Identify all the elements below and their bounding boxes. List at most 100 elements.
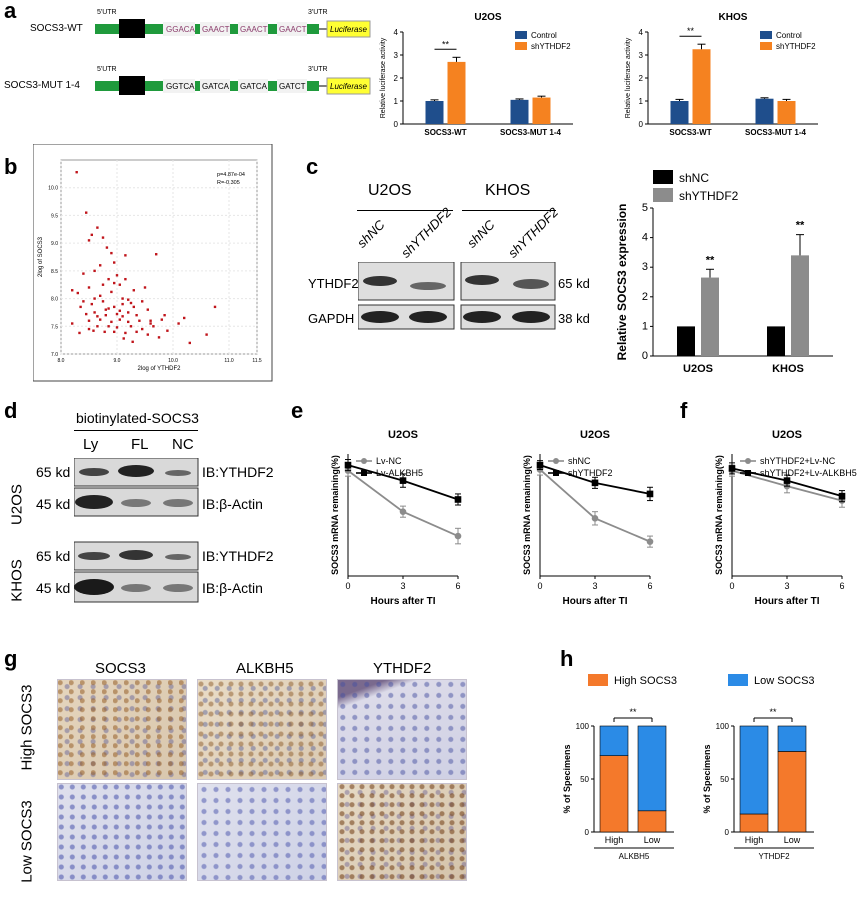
scatter-point [183,316,186,320]
category-label: High [745,835,764,845]
utr5-label-mut: 5'UTR [97,66,117,73]
legend-label: shYTHDF2+Lv-ALKBH5 [760,468,857,478]
wt-label: SOCS3-WT [30,23,83,34]
significance-mark: ** [769,707,777,717]
lane-label: shNC [354,217,388,251]
scatter-point [85,211,88,214]
lane-label: shYTHDF2 [505,204,562,261]
y-tick-label: 4 [642,232,648,244]
scatter-point [75,170,78,174]
data-point [591,515,599,522]
legend-marker [553,458,559,464]
panel-label-f: f [680,398,688,423]
scatter-point [93,269,96,273]
bar [677,326,695,356]
construct-mut: 5'UTR 3'UTR SOCS3-MUT 1-4 GGTCA GATCA GA… [4,66,371,95]
x-tick-label: 10.0 [168,358,178,364]
utr3-label-mut: 3'UTR [308,66,328,73]
ihc-image [197,783,327,881]
band [163,584,193,592]
panel-label-g: g [4,646,18,671]
scatter-point [79,305,82,309]
western-blot-c: U2OS KHOS shNC shYTHDF2 shNC shYTHDF2 YT… [300,160,610,400]
category-label: High [605,835,624,845]
scatter-point [107,307,110,310]
scatter-point [135,314,138,317]
scatter-point [129,325,133,328]
scatter-point [99,264,102,267]
ihc-image [337,783,467,881]
group-khos: KHOS [8,559,26,602]
band [361,311,399,323]
scatter-point [132,305,135,309]
chart-specimens-ythdf2: Low SOCS3 0 50 100 % of Specimens High Low ** YT… [702,674,815,861]
y-tick-label: 5 [642,202,648,214]
scatter-point [124,277,127,281]
panel-label-b: b [4,154,18,179]
bar [777,101,796,124]
legend-label: shYTHDF2 [679,189,739,203]
ihc-image [197,679,327,780]
ihc-col-socs3: SOCS3 [95,660,146,677]
scatter-point [93,297,96,300]
category-label: Low [784,835,801,845]
data-point [838,492,846,500]
y-tick-label: 8.5 [51,269,58,275]
data-point [728,465,736,472]
legend-label: shNC [568,456,591,466]
scatter-point [115,312,119,316]
bar-segment [777,751,807,833]
scatter-point [96,315,99,318]
scatter-point [113,261,116,264]
legend-label: shYTHDF2 [568,468,613,478]
legend-marker [361,458,367,464]
panel-label-d: d [4,398,18,423]
ihc-image [337,679,467,780]
legend-swatch [760,42,772,50]
x-axis-label: Hours after TI [754,596,819,607]
bar [510,99,529,124]
construct-wt: 5'UTR 3'UTR SOCS3-WT GGACA GAACT GAACT G… [30,9,371,38]
legend-label: shYTHDF2 [531,42,571,51]
scatter-point [113,330,116,334]
category-label: Low [644,835,661,845]
panel-label-e: e [291,398,304,423]
panel-label-a: a [4,0,17,23]
scatter-point [87,319,91,322]
legend-marker [553,470,559,476]
cell-line-khos: KHOS [485,182,531,199]
scatter-point [143,286,147,289]
scatter-point [177,322,180,325]
category-label: SOCS3-MUT 1-4 [745,128,806,137]
legend-swatch [760,31,772,39]
scatter-point [188,341,191,345]
luciferase-label-mut: Luciferase [330,82,367,91]
ihc-col-alkbh5: ALKBH5 [236,660,294,677]
scatter-point [115,274,119,277]
construct-diagram: 5'UTR 3'UTR SOCS3-WT GGACA GAACT GAACT G… [4,9,371,95]
data-point [783,477,791,484]
antibody-label: IB:YTHDF2 [202,464,274,480]
y-tick-label: 2 [639,74,644,83]
y-tick-label: 2 [642,291,648,303]
scatter-point [118,283,121,286]
y-tick-label: 4 [394,28,399,37]
bar-segment [599,755,629,833]
chart-luciferase-khos: KHOS 0 1 2 3 4 Relative luciferase activity SOC… [625,12,818,137]
x-axis-label: ALKBH5 [619,852,650,861]
scatter-point [166,329,169,332]
y-tick-label: 100 [716,722,730,731]
scatter-point [127,311,130,314]
scatter-point [71,322,74,325]
chart-scatter: 8.0 9.0 10.0 11.0 11.5 7.0 7.5 8.0 8.5 9.0 9.5 10.0… [33,144,273,382]
band [409,311,447,323]
lane-label: shYTHDF2 [398,204,455,261]
x-tick-label: 3 [784,581,789,591]
band [78,552,110,560]
band [463,311,501,323]
scatter-point [110,290,113,294]
scatter-point [115,326,119,329]
y-tick-label: 7.5 [51,324,58,330]
scatter-point [113,305,116,309]
scatter-point [110,320,113,324]
